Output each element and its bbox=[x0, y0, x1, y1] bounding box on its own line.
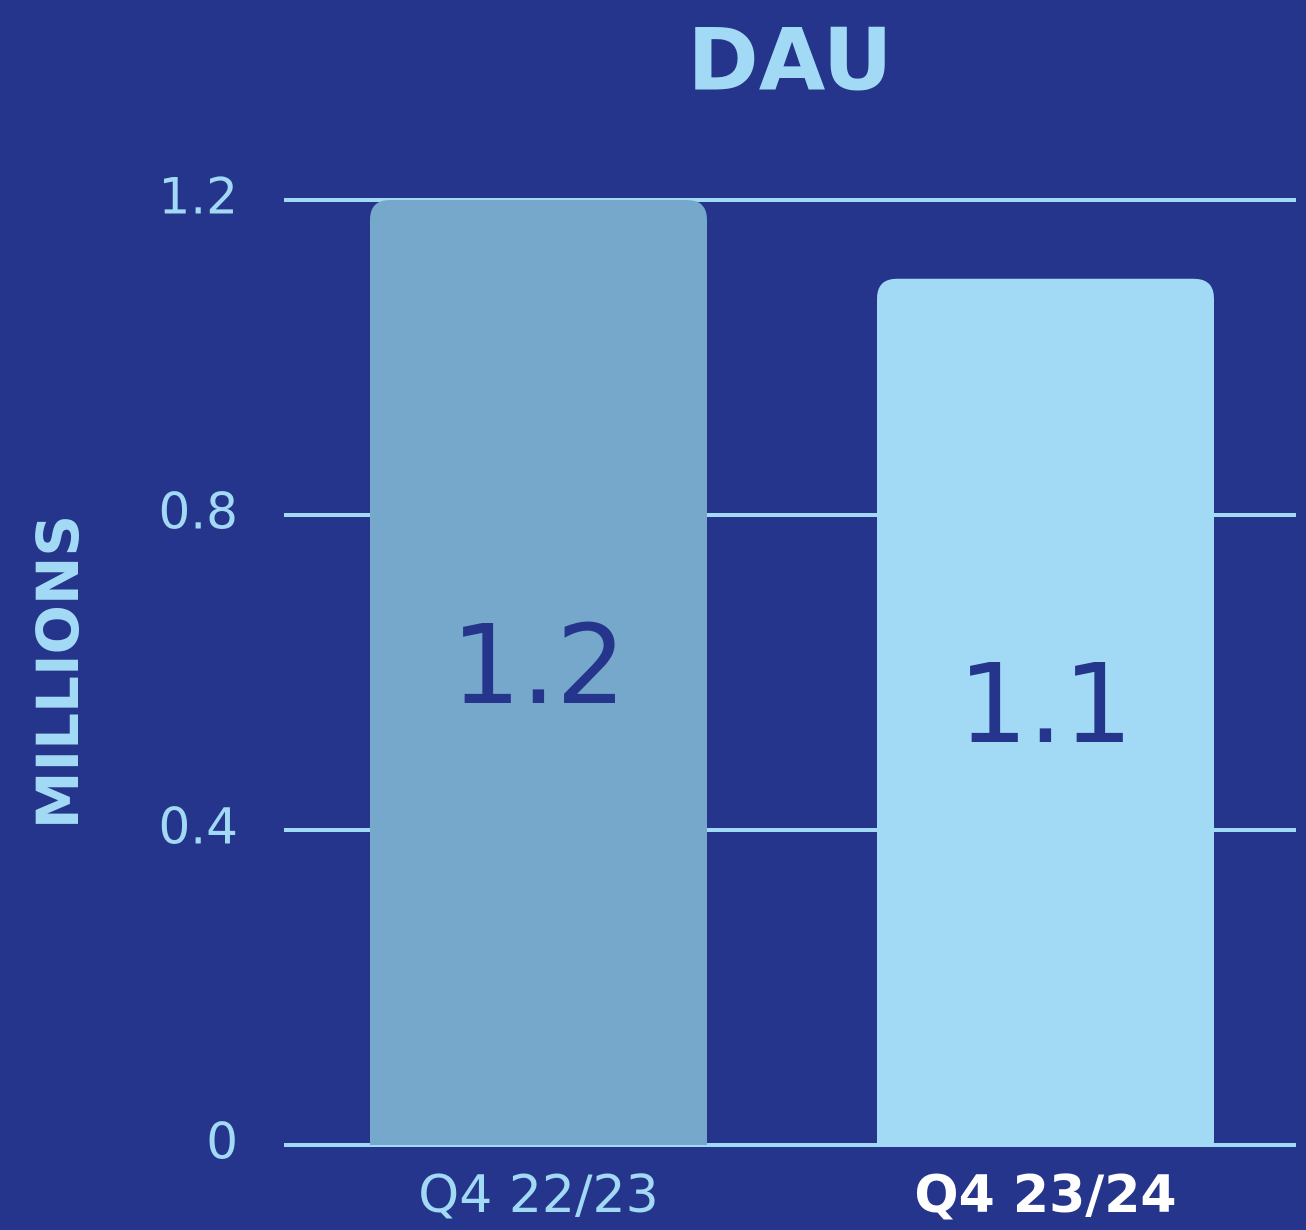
y-tick-label: 1.2 bbox=[158, 168, 238, 226]
value-label: 1.1 bbox=[958, 640, 1133, 768]
x-tick-label: Q4 22/23 bbox=[418, 1165, 658, 1225]
marks-layer: Q4 22/23 1.2 Q4 23/24 1.1 bbox=[370, 200, 1214, 1225]
y-tick-label: 0.4 bbox=[158, 798, 238, 856]
bar bbox=[370, 200, 707, 1145]
y-tick-label: 0 bbox=[206, 1113, 238, 1171]
chart-title: DAU bbox=[687, 10, 892, 110]
bar bbox=[877, 278, 1214, 1145]
y-axis-label: MILLIONS bbox=[24, 515, 92, 829]
value-label: 1.2 bbox=[451, 601, 626, 729]
y-tick-label: 0.8 bbox=[158, 483, 238, 541]
x-tick-label: Q4 23/24 bbox=[914, 1165, 1176, 1225]
